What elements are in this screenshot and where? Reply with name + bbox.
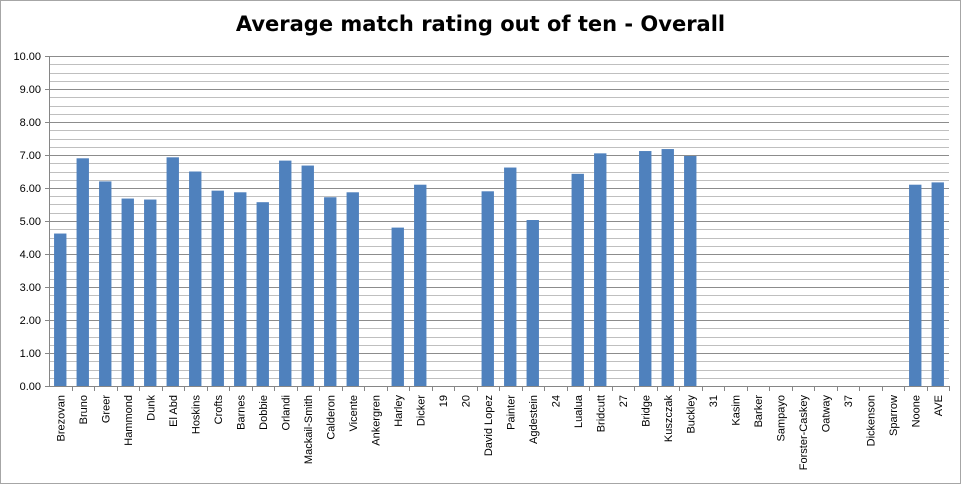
bar (301, 165, 314, 386)
x-tick-label: Buckley (685, 395, 697, 434)
y-tick-label: 0.00 (20, 381, 41, 393)
x-tick-label: Hammond (123, 395, 135, 446)
bar (481, 191, 494, 386)
x-tick-label: Bridge (640, 395, 652, 427)
bar (324, 197, 337, 386)
x-tick-label: Hoskins (190, 395, 202, 435)
bar (189, 171, 202, 386)
y-tick-label: 2.00 (20, 315, 41, 327)
x-tick-label: Bruno (78, 395, 90, 424)
axes (45, 56, 950, 391)
x-tick-label: Agdestein (528, 395, 540, 444)
x-tick-label: Sampayo (775, 395, 787, 441)
bar (121, 198, 134, 386)
bar (571, 173, 584, 386)
x-tick-label: Barker (753, 395, 765, 428)
bar (594, 153, 607, 386)
x-tick-label: 31 (708, 395, 720, 407)
x-tick-label: Greer (100, 395, 112, 423)
bar (54, 233, 67, 386)
gridlines (49, 56, 949, 387)
y-tick-label: 3.00 (20, 282, 41, 294)
x-tick-label: Dickenson (865, 395, 877, 446)
y-tick-label: 10.00 (13, 51, 41, 63)
bar (526, 220, 539, 386)
bar (931, 182, 944, 386)
x-tick-label: David Lopez (483, 395, 495, 456)
chart-title: Average match rating out of ten - Overal… (235, 12, 726, 36)
bar (211, 190, 224, 386)
x-tick-label: Oatway (820, 395, 832, 433)
x-tick-label: Kasim (730, 395, 742, 426)
x-tick-label: Orlandi (280, 395, 292, 430)
x-tick-label: 19 (438, 395, 450, 407)
bar (909, 184, 922, 386)
x-tick-label: AVE (933, 395, 945, 416)
x-tick-label: 27 (618, 395, 630, 407)
x-tick-label: Mackail-Smith (303, 395, 315, 464)
bars (54, 149, 944, 386)
y-tick-label: 1.00 (20, 348, 41, 360)
y-tick-label: 7.00 (20, 150, 41, 162)
x-tick-label: 37 (843, 395, 855, 407)
bar (684, 155, 697, 386)
bar (639, 151, 652, 386)
y-tick-labels: 0.00 1.00 2.00 3.00 4.00 5.00 6.00 7.00 8.00 9.00… (13, 51, 41, 393)
x-tick-label: El Abd (168, 395, 180, 427)
bar (234, 192, 247, 386)
x-tick-label: Harley (393, 395, 405, 427)
y-tick-label: 5.00 (20, 216, 41, 228)
bar (99, 181, 112, 386)
x-tick-label: Painter (505, 395, 517, 430)
x-tick-label: Crofts (213, 395, 225, 425)
bar (279, 160, 292, 386)
x-tick-label: Sparrow (888, 395, 900, 436)
y-tick-label: 4.00 (20, 249, 41, 261)
y-tick-label: 6.00 (20, 183, 41, 195)
x-tick-label: Dicker (415, 395, 427, 427)
bar (391, 227, 404, 386)
x-tick-label: Noone (910, 395, 922, 427)
bar (256, 202, 269, 386)
bar (661, 149, 674, 386)
x-tick-label: Brezovan (55, 395, 67, 441)
x-tick-label: Bridcutt (595, 395, 607, 432)
x-tick-labels: Brezovan Bruno Greer Hammond Dunk El Abd Hoski… (55, 394, 945, 470)
x-tick-label: Vicente (348, 395, 360, 432)
x-tick-label: 20 (460, 395, 472, 407)
y-tick-label: 9.00 (20, 84, 41, 96)
bar (166, 157, 179, 386)
x-tick-label: Forster-Caskey (798, 395, 810, 471)
bar (144, 199, 157, 386)
y-tick-label: 8.00 (20, 117, 41, 129)
x-tick-label: Ankergren (370, 395, 382, 446)
x-tick-label: Barnes (235, 395, 247, 430)
bar (414, 184, 427, 386)
bar (346, 192, 359, 386)
x-tick-label: Lualua (573, 394, 585, 428)
x-tick-label: Kuszczak (663, 395, 675, 443)
x-tick-label: Dunk (145, 395, 157, 421)
x-tick-label: Calderon (325, 395, 337, 440)
bar (504, 167, 517, 386)
bar (76, 158, 89, 386)
x-tick-label: 24 (550, 395, 562, 407)
x-tick-label: Dobbie (258, 395, 270, 430)
